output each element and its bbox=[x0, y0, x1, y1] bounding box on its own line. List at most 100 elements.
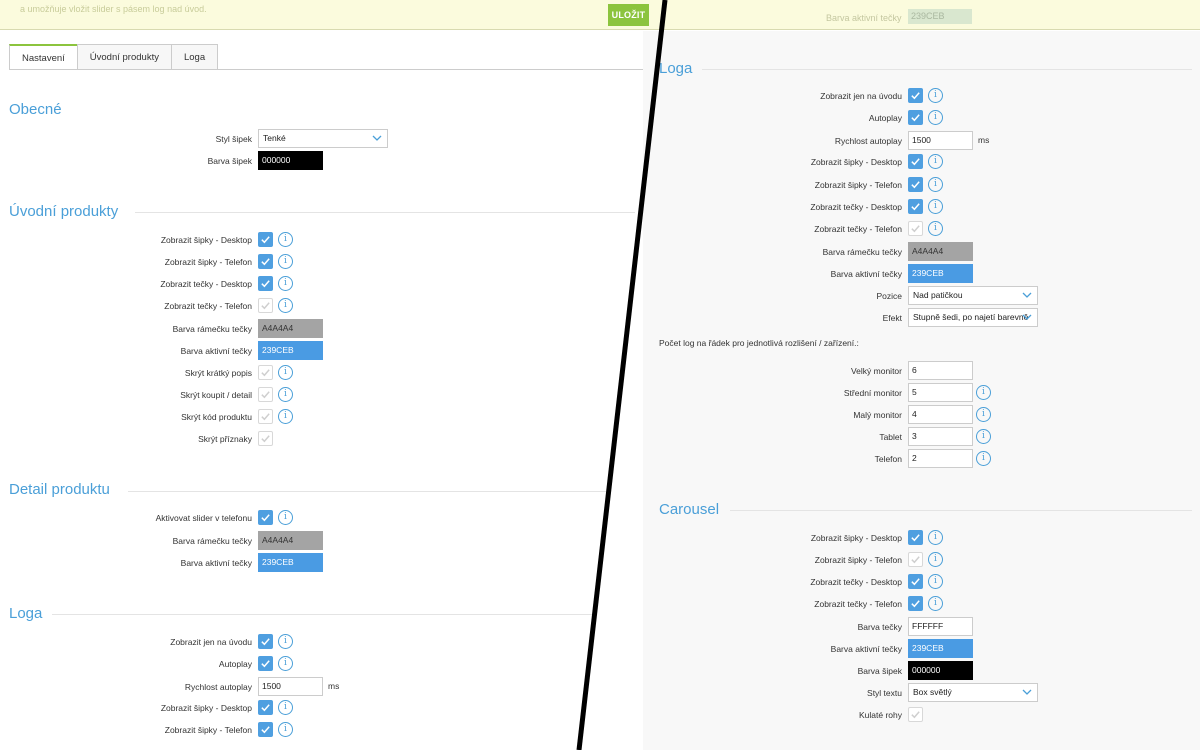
select-dropdown[interactable]: Box světlý bbox=[908, 683, 1038, 702]
info-icon[interactable]: i bbox=[278, 298, 293, 313]
tab-intro-products[interactable]: Úvodní produkty bbox=[76, 44, 172, 70]
checkbox[interactable] bbox=[258, 276, 273, 291]
info-icon[interactable]: i bbox=[928, 530, 943, 545]
text-input[interactable]: 239CEB bbox=[258, 341, 323, 360]
select-dropdown[interactable]: Stupně šedi, po najetí barevně bbox=[908, 308, 1038, 327]
info-icon[interactable]: i bbox=[278, 232, 293, 247]
checkbox[interactable] bbox=[258, 365, 273, 380]
text-input[interactable]: 3 bbox=[908, 427, 973, 446]
checkbox[interactable] bbox=[258, 510, 273, 525]
info-icon[interactable]: i bbox=[278, 722, 293, 737]
checkbox[interactable] bbox=[908, 88, 923, 103]
arrow-style-select[interactable]: Tenké bbox=[258, 129, 388, 148]
checkbox[interactable] bbox=[258, 634, 273, 649]
arrow-color-input[interactable]: 000000 bbox=[258, 151, 323, 170]
chevron-down-icon bbox=[1022, 314, 1032, 320]
text-input[interactable]: FFFFFF bbox=[908, 617, 973, 636]
banner-ghost-input: 239CEB bbox=[908, 9, 972, 24]
save-button[interactable]: ULOŽIT bbox=[608, 4, 649, 26]
select-dropdown[interactable]: Nad patičkou bbox=[908, 286, 1038, 305]
info-icon[interactable]: i bbox=[928, 552, 943, 567]
banner-text: a umožňuje vložit slider s pásem log nad… bbox=[20, 4, 207, 14]
form-row: Aktivovat slider v telefonu bbox=[27, 508, 252, 528]
info-icon[interactable]: i bbox=[278, 700, 293, 715]
check-icon bbox=[261, 369, 270, 377]
info-icon[interactable]: i bbox=[278, 365, 293, 380]
info-icon[interactable]: i bbox=[928, 596, 943, 611]
text-input[interactable]: 6 bbox=[908, 361, 973, 380]
info-icon[interactable]: i bbox=[976, 429, 991, 444]
info-icon[interactable]: i bbox=[278, 510, 293, 525]
text-input[interactable]: 000000 bbox=[908, 661, 973, 680]
checkbox[interactable] bbox=[258, 700, 273, 715]
text-input[interactable]: A4A4A4 bbox=[258, 319, 323, 338]
text-input[interactable]: 239CEB bbox=[908, 639, 973, 658]
info-icon[interactable]: i bbox=[278, 409, 293, 424]
field-label: Zobrazit jen na úvodu bbox=[820, 91, 902, 101]
checkbox[interactable] bbox=[258, 722, 273, 737]
text-input[interactable]: 239CEB bbox=[908, 264, 973, 283]
checkbox[interactable] bbox=[258, 656, 273, 671]
info-icon[interactable]: i bbox=[278, 276, 293, 291]
info-icon[interactable]: i bbox=[928, 88, 943, 103]
field-label: Barva tečky bbox=[857, 622, 902, 632]
form-row: Barva aktivní tečky bbox=[27, 341, 252, 361]
check-icon bbox=[911, 158, 920, 166]
form-row: Zobrazit tečky - Telefon bbox=[27, 296, 252, 316]
info-icon[interactable]: i bbox=[278, 254, 293, 269]
form-row: Zobrazit tečky - Telefon bbox=[677, 219, 902, 239]
info-icon[interactable]: i bbox=[976, 407, 991, 422]
checkbox[interactable] bbox=[908, 530, 923, 545]
tab-settings[interactable]: Nastavení bbox=[9, 44, 78, 70]
info-icon[interactable]: i bbox=[928, 221, 943, 236]
form-row: Rychlost autoplay bbox=[27, 677, 252, 697]
check-icon bbox=[261, 704, 270, 712]
form-row: Autoplay bbox=[27, 654, 252, 674]
checkbox[interactable] bbox=[908, 596, 923, 611]
info-icon[interactable]: i bbox=[976, 451, 991, 466]
checkbox[interactable] bbox=[258, 409, 273, 424]
field-label: Zobrazit šipky - Desktop bbox=[160, 235, 252, 245]
field-label: Skrýt krátký popis bbox=[184, 368, 252, 378]
form-row: Barva šipek bbox=[27, 151, 252, 171]
info-icon[interactable]: i bbox=[976, 385, 991, 400]
checkbox[interactable] bbox=[908, 707, 923, 722]
check-icon bbox=[261, 514, 270, 522]
checkbox[interactable] bbox=[908, 574, 923, 589]
text-input[interactable]: 1500 bbox=[908, 131, 973, 150]
checkbox[interactable] bbox=[908, 177, 923, 192]
checkbox[interactable] bbox=[908, 221, 923, 236]
info-icon[interactable]: i bbox=[278, 387, 293, 402]
info-icon[interactable]: i bbox=[928, 110, 943, 125]
form-row: Rychlost autoplay bbox=[677, 131, 902, 151]
check-icon bbox=[911, 578, 920, 586]
form-row: Autoplay bbox=[677, 108, 902, 128]
text-input[interactable]: 1500 bbox=[258, 677, 323, 696]
info-icon[interactable]: i bbox=[928, 177, 943, 192]
field-label: Zobrazit tečky - Telefon bbox=[814, 224, 902, 234]
info-icon[interactable]: i bbox=[928, 154, 943, 169]
info-icon[interactable]: i bbox=[278, 634, 293, 649]
checkbox[interactable] bbox=[258, 431, 273, 446]
info-icon[interactable]: i bbox=[278, 656, 293, 671]
text-input[interactable]: 5 bbox=[908, 383, 973, 402]
info-icon[interactable]: i bbox=[928, 199, 943, 214]
tab-logos[interactable]: Loga bbox=[170, 44, 219, 70]
field-label: Barva rámečku tečky bbox=[172, 324, 252, 334]
text-input[interactable]: 239CEB bbox=[258, 553, 323, 572]
text-input[interactable]: A4A4A4 bbox=[908, 242, 973, 261]
checkbox[interactable] bbox=[258, 232, 273, 247]
text-input[interactable]: A4A4A4 bbox=[258, 531, 323, 550]
unit-label: ms bbox=[328, 681, 340, 691]
checkbox[interactable] bbox=[258, 387, 273, 402]
text-input[interactable]: 4 bbox=[908, 405, 973, 424]
checkbox[interactable] bbox=[908, 154, 923, 169]
checkbox[interactable] bbox=[908, 552, 923, 567]
checkbox[interactable] bbox=[258, 298, 273, 313]
info-icon[interactable]: i bbox=[928, 574, 943, 589]
checkbox[interactable] bbox=[908, 199, 923, 214]
checkbox[interactable] bbox=[908, 110, 923, 125]
text-input[interactable]: 2 bbox=[908, 449, 973, 468]
field-label: Zobrazit šipky - Telefon bbox=[164, 725, 252, 735]
checkbox[interactable] bbox=[258, 254, 273, 269]
